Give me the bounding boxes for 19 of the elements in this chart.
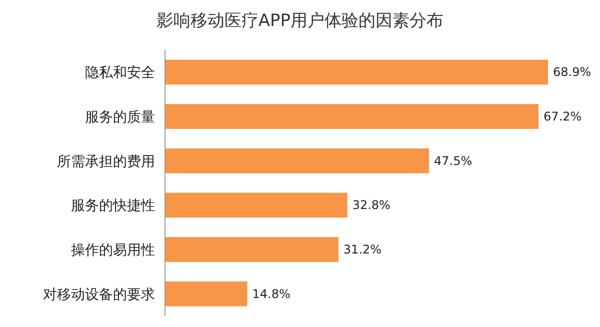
data-label: 68.9% <box>553 65 592 80</box>
data-label: 14.8% <box>252 286 290 301</box>
data-label: 32.8% <box>352 198 390 212</box>
data-label: 67.2% <box>544 110 582 124</box>
data-label: 47.5% <box>434 154 472 168</box>
chart-title: 影响移动医疗APP用户体验的因素分布 <box>156 11 444 31</box>
bar <box>165 104 539 129</box>
y-tick-label: 所需承担的费用 <box>57 154 155 170</box>
y-tick-label: 隐私和安全 <box>85 65 155 82</box>
bar <box>165 60 548 85</box>
bar <box>165 237 338 262</box>
y-tick-label: 对移动设备的要求 <box>43 286 155 303</box>
bar <box>165 281 248 306</box>
y-tick-label: 操作的易用性 <box>71 242 155 258</box>
y-tick-label: 服务的快捷性 <box>71 198 155 214</box>
bar <box>165 148 430 174</box>
y-tick-label: 服务的质量 <box>85 110 155 126</box>
data-label: 31.2% <box>343 242 382 256</box>
bar <box>165 192 348 218</box>
